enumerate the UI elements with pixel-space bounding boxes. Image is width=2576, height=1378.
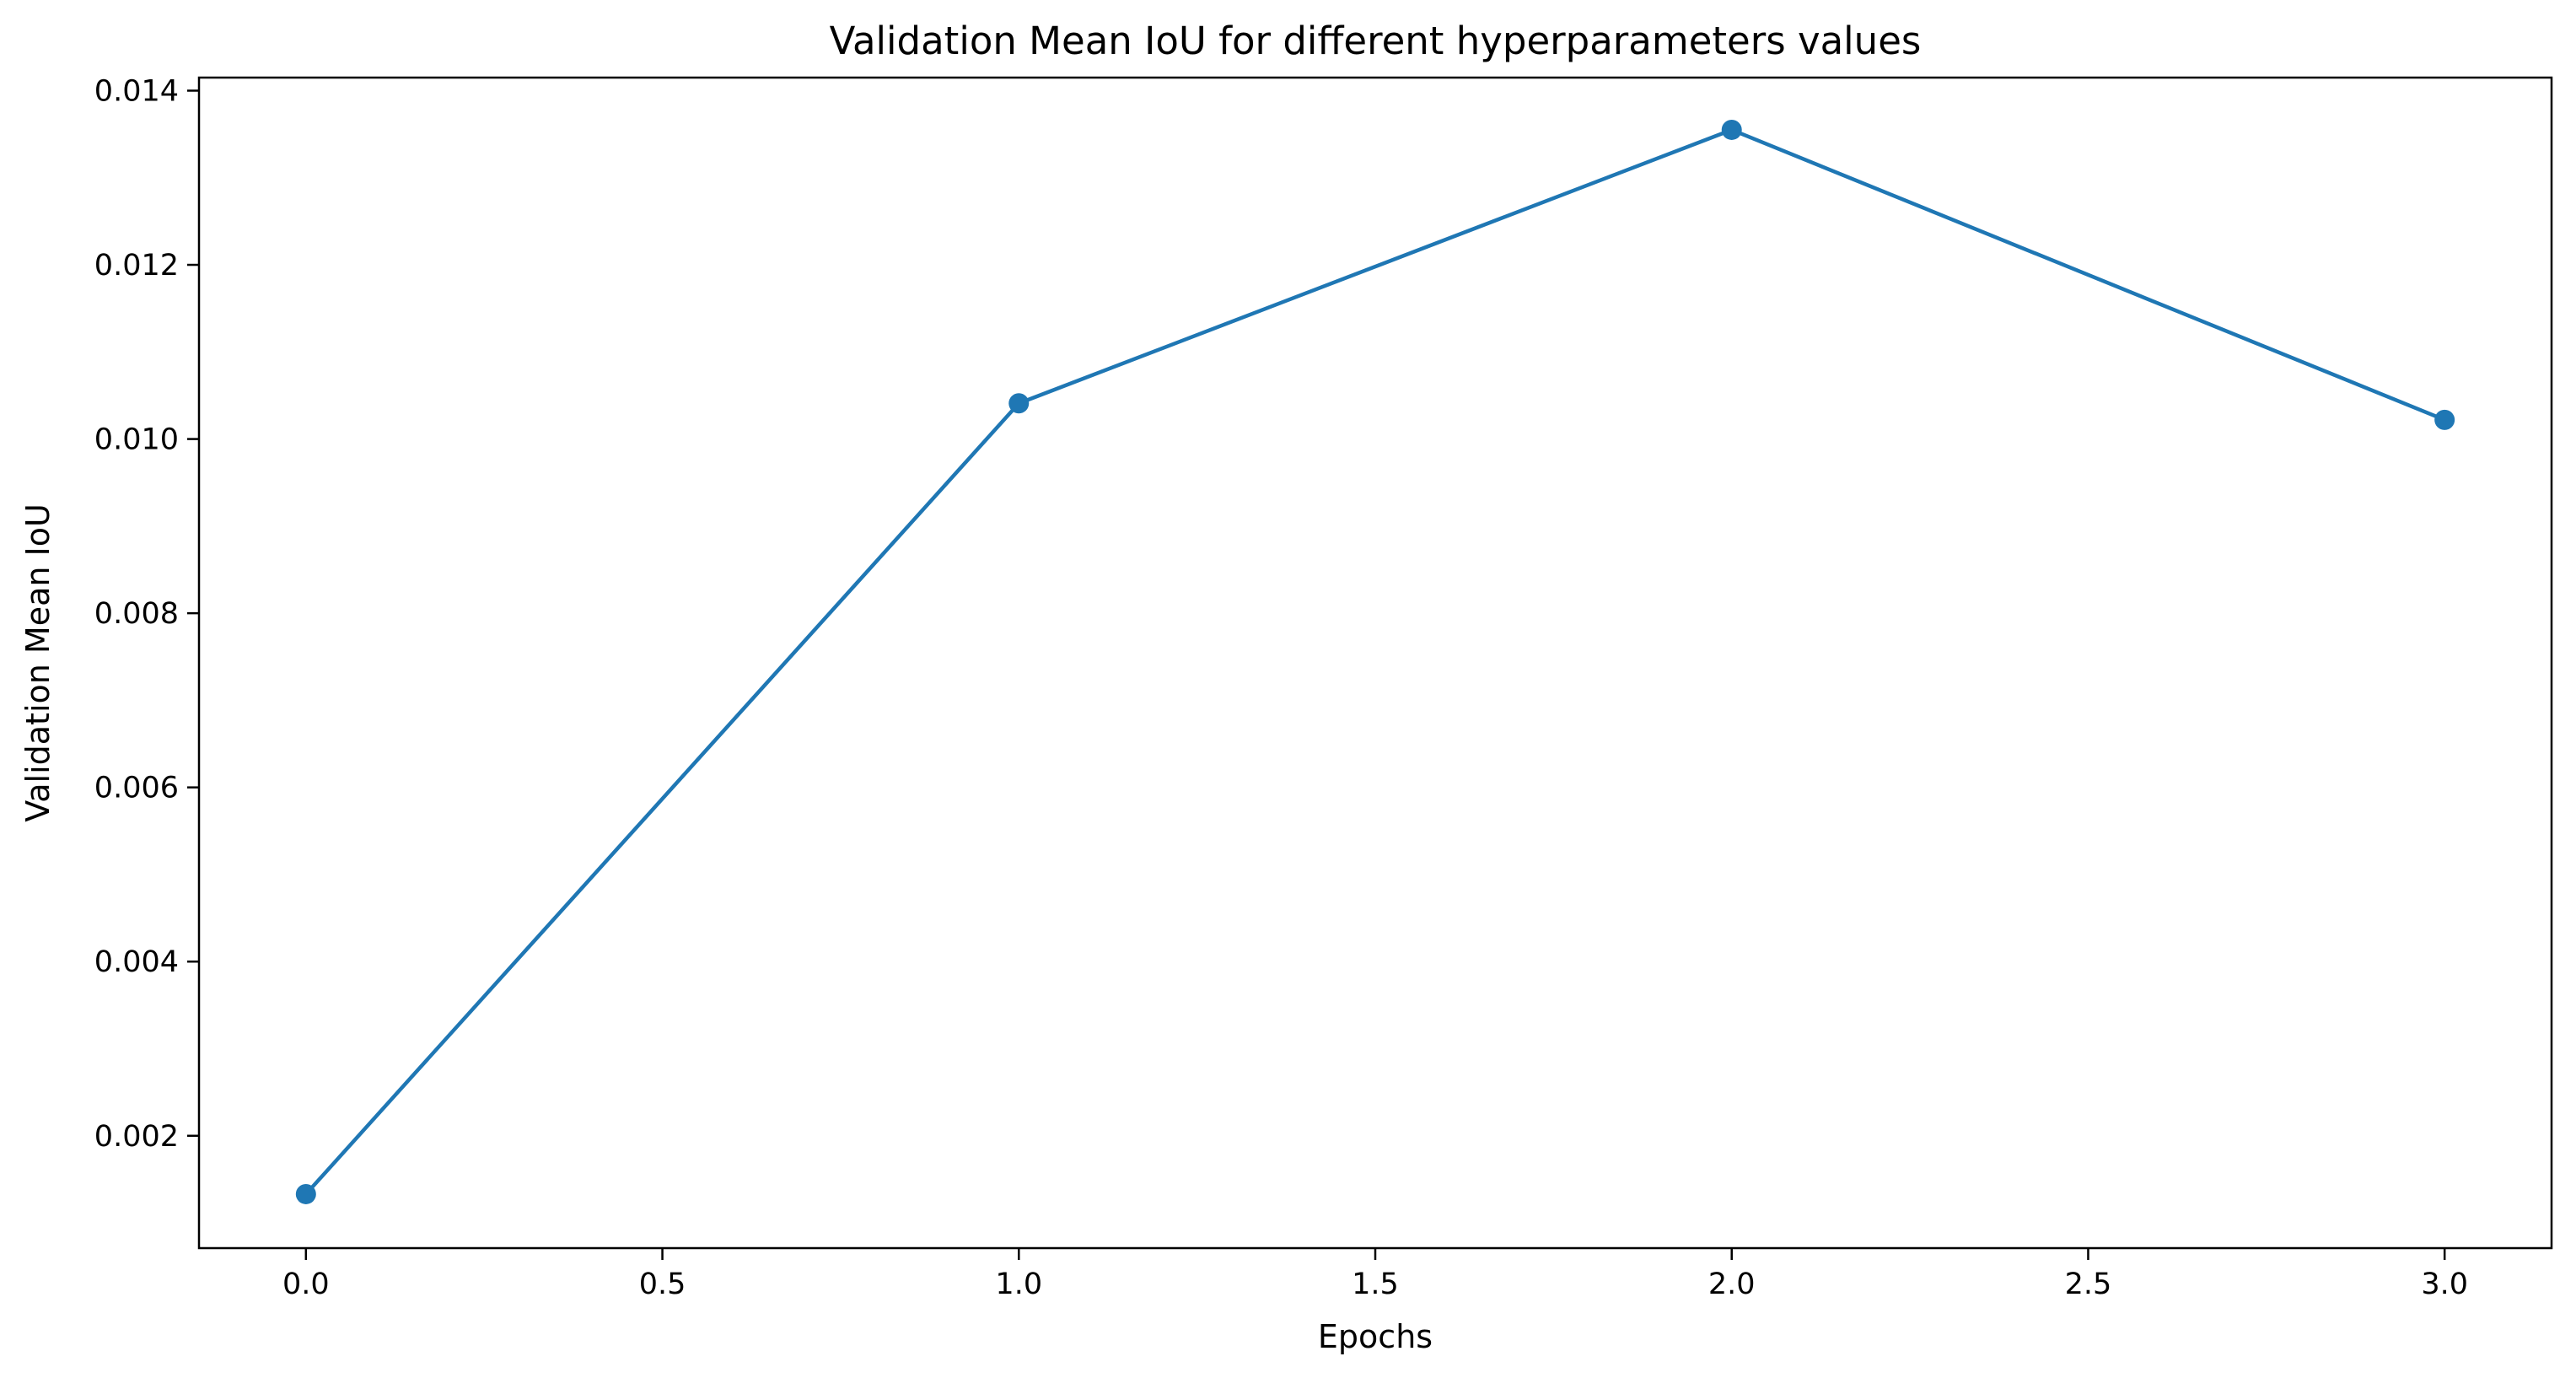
y-tick-label: 0.004 xyxy=(94,945,179,979)
x-tick-label: 0.5 xyxy=(639,1268,686,1301)
x-axis-label: Epochs xyxy=(1318,1318,1433,1355)
y-axis-label: Validation Mean IoU xyxy=(19,503,56,822)
y-axis: 0.002 0.004 0.006 0.008 0.010 0.012 0.014 xyxy=(94,74,199,1154)
x-tick-label: 2.0 xyxy=(1708,1268,1756,1301)
data-point xyxy=(295,1183,316,1204)
y-tick-label: 0.002 xyxy=(94,1120,179,1154)
data-point xyxy=(1008,393,1030,414)
y-tick-label: 0.008 xyxy=(94,597,179,631)
series-line xyxy=(303,127,2448,1198)
x-tick-label: 0.0 xyxy=(282,1268,330,1301)
y-tick-label: 0.014 xyxy=(94,74,179,108)
x-tick-label: 3.0 xyxy=(2421,1268,2468,1301)
chart-title: Validation Mean IoU for different hyperp… xyxy=(830,19,1922,63)
x-tick-label: 1.5 xyxy=(1352,1268,1399,1301)
y-tick-label: 0.012 xyxy=(94,249,179,283)
x-tick-label: 2.5 xyxy=(2065,1268,2112,1301)
data-point xyxy=(2434,409,2455,430)
series-layer xyxy=(295,119,2455,1204)
y-tick-label: 0.006 xyxy=(94,772,179,805)
x-axis: 0.0 0.5 1.0 1.5 2.0 2.5 3.0 xyxy=(282,1248,2468,1301)
y-tick-label: 0.010 xyxy=(94,423,179,457)
x-tick-label: 1.0 xyxy=(995,1268,1042,1301)
data-point xyxy=(1721,119,1742,140)
